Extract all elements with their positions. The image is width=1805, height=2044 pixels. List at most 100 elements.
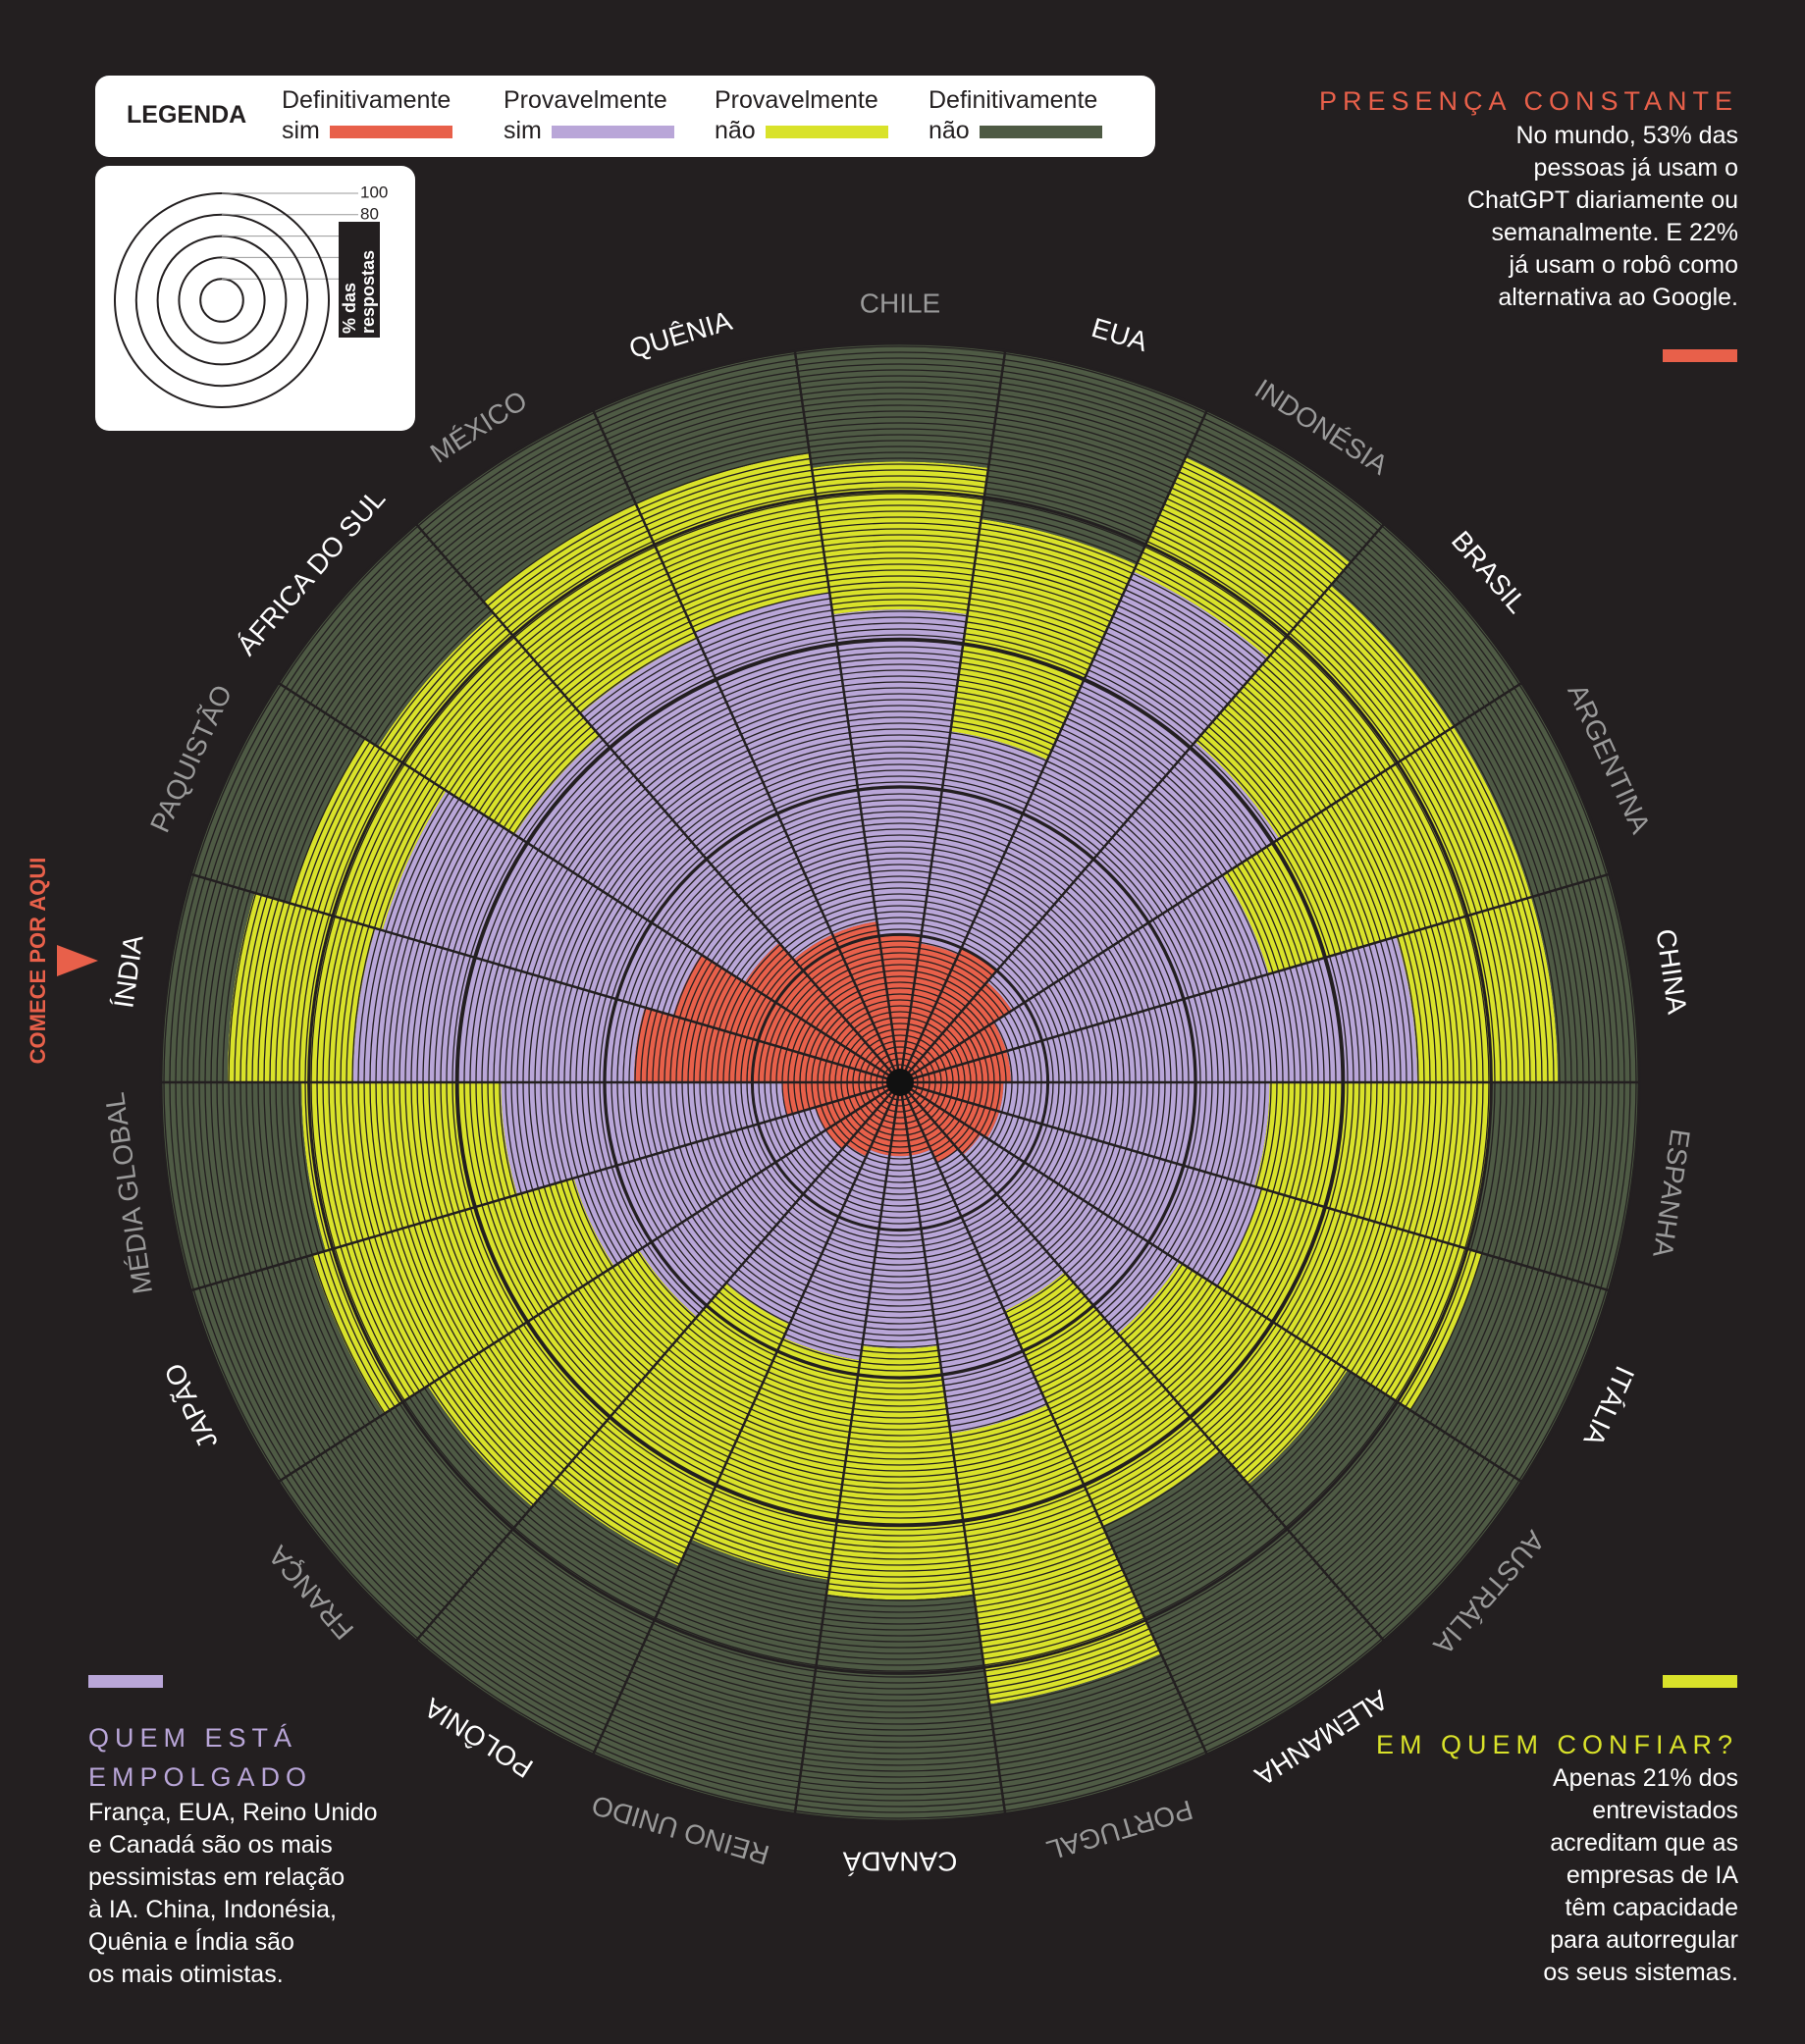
wedge-divider [899,1080,1610,1292]
wedge-divider [899,1080,1523,1484]
wedge-divider [793,1081,902,1814]
radial-segment [290,738,447,931]
note-bar [88,1675,163,1688]
wedge-divider [190,1080,901,1292]
radial-segment [900,981,1013,1082]
wedge-divider [898,409,1208,1083]
note-text: pessoas já usam o [1534,154,1738,182]
note-title: EM QUEM CONFIAR? [1376,1730,1738,1759]
legend-label: Provavelmente não [715,86,878,144]
radial-segment [1254,1082,1492,1249]
wedge-divider [899,1081,1386,1642]
wedge-divider [898,1081,1208,1756]
category-label: PORTUGAL [1043,1794,1196,1865]
radial-segment [900,1022,1007,1082]
radial-segment [161,873,255,1082]
radial-segment [1396,897,1559,1082]
radial-segment [793,934,900,1082]
note-text: Apenas 21% dos [1553,1764,1738,1792]
wedge-divider [414,1081,901,1642]
wedge-divider [277,1080,901,1484]
note-bar [1663,1675,1737,1688]
radial-segment [744,942,900,1082]
category-label: ESPANHA [1647,1127,1695,1260]
radial-segment [832,609,968,936]
radial-segment [815,1082,900,1130]
radial-segment [961,571,1268,971]
key-ring [114,192,330,408]
note-text: entrevistados [1592,1797,1738,1824]
legend-item: Provavelmente não [715,85,911,146]
legend-swatch [765,125,888,138]
radial-segment [832,921,900,1082]
note-text: alternativa ao Google. [1498,284,1738,311]
radial-segment [190,1255,385,1483]
note-text: semanalmente. E 22% [1491,219,1738,246]
note-text: ChatGPT diariamente ou [1467,186,1738,214]
start-hint: COMECE POR AQUI [26,858,50,1065]
radial-segment [824,1082,900,1150]
note-text: Quênia e Índia são [88,1927,294,1956]
category-label: CHINA [1650,927,1692,1017]
wedge-divider [898,1081,1007,1814]
note-text: têm capacidade [1565,1894,1738,1921]
start-arrow [57,945,98,976]
note-title: QUEM ESTÁ [88,1723,297,1753]
radial-segment [1409,1252,1610,1483]
legend-item: Definitivamente não [929,85,1125,146]
radial-segment [501,1082,787,1195]
radial-segment [377,612,601,835]
legend-item: Definitivamente sim [282,85,478,146]
radial-segment [811,461,989,614]
wedge-divider [899,681,1523,1084]
legend-title: LEGENDA [127,101,247,129]
legend-swatch [551,125,674,138]
radial-segment [190,682,366,904]
radial-segment [1004,1272,1220,1527]
note-text: os mais otimistas. [88,1961,284,1988]
legend: LEGENDA Definitivamente sim Provavelmente… [95,76,1155,157]
radial-segment [900,1082,959,1164]
note-text: e Canadá são os mais [88,1831,333,1859]
legend-label: Definitivamente não [929,86,1098,144]
wedge-divider [592,1081,902,1756]
key-tick-label: 100 [360,183,388,201]
note-text: acreditam que as [1550,1829,1738,1857]
radial-segment [889,1082,911,1157]
radial-segment [278,1386,533,1642]
radial-segment [846,1082,900,1157]
note-text: pessimistas em relação [88,1863,345,1891]
wedge-divider [277,681,901,1084]
legend-item: Provavelmente sim [504,85,700,146]
radial-segment [352,928,645,1082]
note-text: já usam o robô como [1509,251,1738,279]
key-ring [178,256,266,344]
radial-segment [1453,682,1610,898]
wedge-divider [414,523,901,1083]
note-title: EMPOLGADO [88,1762,312,1792]
key-tick-label: 80 [360,204,379,223]
radial-segment [950,1404,1161,1704]
wedge-divider [592,409,902,1083]
note-text: os seus sistemas. [1543,1959,1738,1986]
radial-segment [415,1484,679,1755]
note-title: PRESENÇA CONSTANTE [1319,86,1738,116]
key-ring [134,213,309,388]
wedge-divider [899,523,1386,1083]
radial-segment [825,1345,975,1600]
radial-segment [862,1155,938,1349]
note-text: No mundo, 53% das [1515,122,1738,149]
legend-label: Provavelmente sim [504,86,667,144]
key-ring [199,278,244,323]
radial-segment [1330,523,1522,727]
note-bar [1663,349,1737,362]
category-label: ITÁLIA [1577,1362,1640,1451]
category-label: EUA [1088,312,1151,357]
note-text: empresas de IA [1566,1861,1738,1889]
legend-label: Definitivamente sim [282,86,451,144]
key-ring [156,235,288,366]
radial-segment [963,1133,1181,1335]
radial-segment [900,1082,982,1155]
radial-segment [900,1082,1000,1138]
